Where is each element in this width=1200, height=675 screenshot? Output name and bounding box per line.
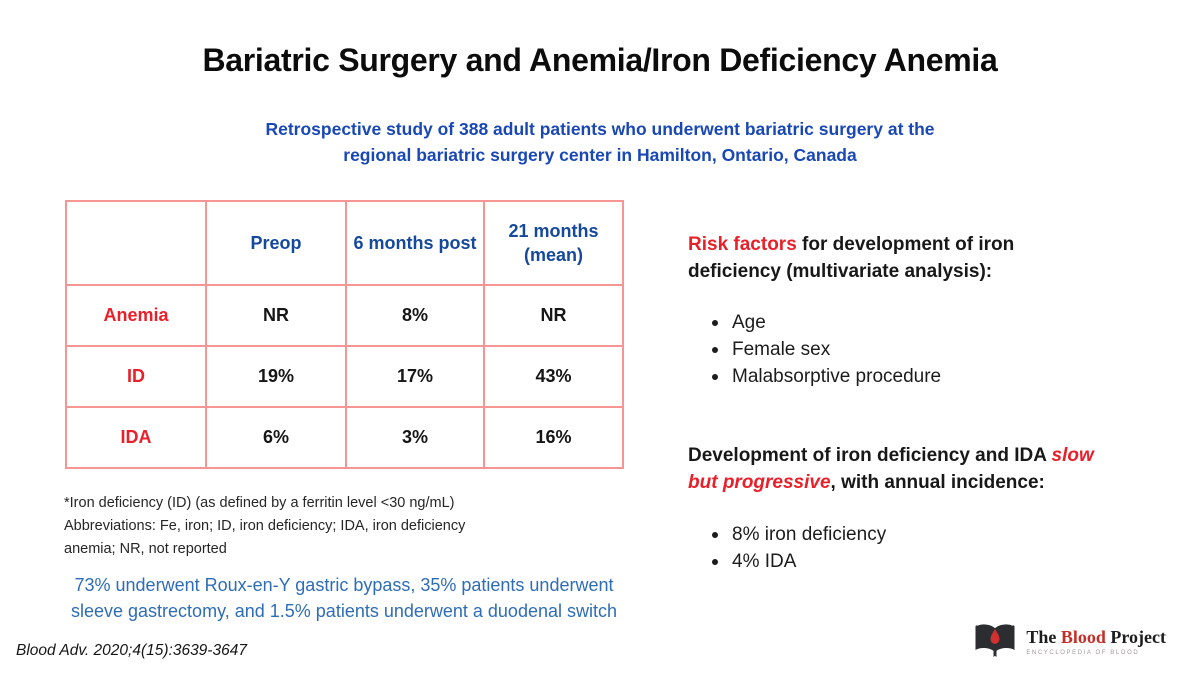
- development-red-2: but progressive: [688, 472, 831, 493]
- row-label-id: ID: [65, 345, 207, 408]
- ida-preop-value: 6%: [205, 406, 347, 469]
- anemia-preop-value: NR: [205, 284, 347, 347]
- table-row-id: ID 19% 17% 43%: [65, 345, 624, 408]
- risk-factors-heading: Risk factors for development of iron def…: [688, 231, 1168, 285]
- development-red-1: slow: [1051, 445, 1094, 466]
- procedure-note-line2: sleeve gastrectomy, and 1.5% patients un…: [71, 601, 617, 621]
- logo-word-project: Project: [1110, 626, 1166, 647]
- table-header-6months: 6 months post: [345, 200, 485, 286]
- table-header-21months: 21 months (mean): [483, 200, 624, 286]
- development-heading: Development of iron deficiency and IDA s…: [688, 442, 1168, 496]
- id-6months-value: 17%: [345, 345, 485, 408]
- results-table: Preop 6 months post 21 months (mean) Ane…: [65, 200, 624, 469]
- list-item: 8% iron deficiency: [712, 521, 1152, 548]
- incidence-ida: 4% IDA: [732, 550, 797, 572]
- id-21months-value: 43%: [483, 345, 624, 408]
- risk-factor-age: Age: [732, 311, 766, 333]
- development-black-2: , with annual incidence:: [830, 472, 1045, 493]
- row-label-anemia: Anemia: [65, 284, 207, 347]
- logo-wordmark: The Blood Project: [1026, 627, 1166, 648]
- incidence-iron-deficiency: 8% iron deficiency: [732, 523, 887, 545]
- footnote-line1: *Iron deficiency (ID) (as defined by a f…: [64, 495, 455, 511]
- risk-factors-list: Age Female sex Malabsorptive procedure: [712, 309, 1152, 390]
- table-header-row: Preop 6 months post 21 months (mean): [65, 200, 624, 286]
- blood-project-logo: The Blood Project ENCYCLOPEDIA OF BLOOD: [973, 621, 1166, 661]
- anemia-6months-value: 8%: [345, 284, 485, 347]
- table-row-ida: IDA 6% 3% 16%: [65, 406, 624, 469]
- risk-heading-rest: for development of iron: [796, 234, 1015, 255]
- risk-heading-line2: deficiency (multivariate analysis):: [688, 261, 993, 282]
- page-title: Bariatric Surgery and Anemia/Iron Defici…: [202, 42, 998, 78]
- footnote-line2: Abbreviations: Fe, iron; ID, iron defici…: [64, 518, 466, 534]
- list-item: Malabsorptive procedure: [712, 363, 1152, 390]
- id-preop-value: 19%: [205, 345, 347, 408]
- risk-factor-female-sex: Female sex: [732, 338, 831, 360]
- bullet-icon: [712, 346, 718, 353]
- incidence-list: 8% iron deficiency 4% IDA: [712, 521, 1152, 575]
- development-heading-line2: but progressive, with annual incidence:: [688, 469, 1168, 496]
- bullet-icon: [712, 319, 718, 326]
- logo-word-the: The: [1026, 626, 1057, 647]
- logo-tagline: ENCYCLOPEDIA OF BLOOD: [1026, 649, 1140, 656]
- list-item: Age: [712, 309, 1152, 336]
- ida-21months-value: 16%: [483, 406, 624, 469]
- anemia-21months-value: NR: [483, 284, 624, 347]
- table-corner-cell: [65, 200, 207, 286]
- risk-factors-highlight: Risk factors: [688, 234, 797, 255]
- list-item: 4% IDA: [712, 548, 1152, 575]
- procedure-note: 73% underwent Roux-en-Y gastric bypass, …: [0, 572, 688, 624]
- bullet-icon: [712, 531, 718, 538]
- footnote-line3: anemia; NR, not reported: [64, 541, 227, 557]
- study-subtitle-line1: Retrospective study of 388 adult patient…: [265, 119, 935, 139]
- citation: Blood Adv. 2020;4(15):3639-3647: [16, 642, 247, 659]
- development-black-1: Development of iron deficiency and IDA: [688, 445, 1052, 466]
- bullet-icon: [712, 558, 718, 565]
- table-row-anemia: Anemia NR 8% NR: [65, 284, 624, 347]
- procedure-note-line1: 73% underwent Roux-en-Y gastric bypass, …: [74, 575, 614, 595]
- risk-factor-malabsorptive: Malabsorptive procedure: [732, 365, 942, 387]
- ida-6months-value: 3%: [345, 406, 485, 469]
- bullet-icon: [712, 373, 718, 380]
- table-header-preop: Preop: [205, 200, 347, 286]
- study-subtitle-line2: regional bariatric surgery center in Ham…: [343, 145, 857, 165]
- study-subtitle: Retrospective study of 388 adult patient…: [0, 116, 1200, 168]
- list-item: Female sex: [712, 336, 1152, 363]
- open-book-blood-drop-icon: [975, 623, 1015, 657]
- row-label-ida: IDA: [65, 406, 207, 469]
- table-footnote: *Iron deficiency (ID) (as defined by a f…: [64, 492, 624, 561]
- risk-heading-line1: Risk factors for development of iron: [688, 231, 1168, 258]
- logo-word-blood: Blood: [1060, 626, 1106, 647]
- development-heading-line1: Development of iron deficiency and IDA s…: [688, 442, 1168, 469]
